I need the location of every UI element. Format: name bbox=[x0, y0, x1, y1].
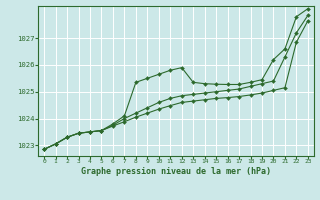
X-axis label: Graphe pression niveau de la mer (hPa): Graphe pression niveau de la mer (hPa) bbox=[81, 167, 271, 176]
